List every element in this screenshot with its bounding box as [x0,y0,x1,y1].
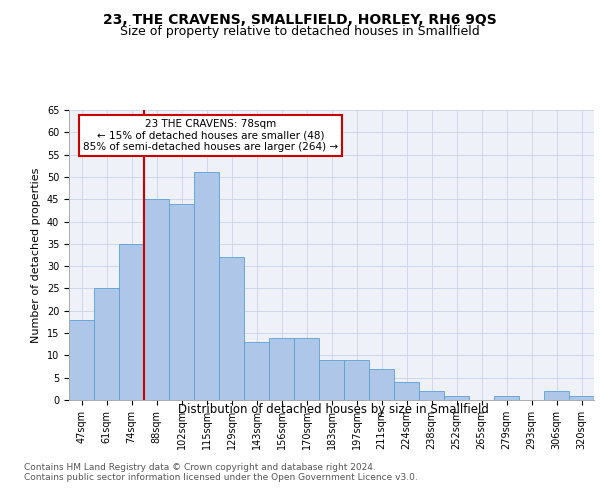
Text: Distribution of detached houses by size in Smallfield: Distribution of detached houses by size … [178,402,488,415]
Text: Contains HM Land Registry data © Crown copyright and database right 2024.: Contains HM Land Registry data © Crown c… [24,462,376,471]
Bar [244,342,269,400]
Bar [419,391,444,400]
Bar [544,391,569,400]
Bar [344,360,369,400]
Bar [369,369,394,400]
Bar [319,360,344,400]
Bar [169,204,194,400]
Y-axis label: Number of detached properties: Number of detached properties [31,168,41,342]
Bar [294,338,319,400]
Bar [494,396,519,400]
Text: Size of property relative to detached houses in Smallfield: Size of property relative to detached ho… [120,25,480,38]
Text: 23, THE CRAVENS, SMALLFIELD, HORLEY, RH6 9QS: 23, THE CRAVENS, SMALLFIELD, HORLEY, RH6… [103,12,497,26]
Bar [69,320,94,400]
Text: 23 THE CRAVENS: 78sqm
← 15% of detached houses are smaller (48)
85% of semi-deta: 23 THE CRAVENS: 78sqm ← 15% of detached … [83,118,338,152]
Bar [194,172,219,400]
Bar [144,199,169,400]
Bar [269,338,294,400]
Bar [569,396,594,400]
Text: Contains public sector information licensed under the Open Government Licence v3: Contains public sector information licen… [24,472,418,482]
Bar [219,257,244,400]
Bar [94,288,119,400]
Bar [119,244,144,400]
Bar [444,396,469,400]
Bar [394,382,419,400]
